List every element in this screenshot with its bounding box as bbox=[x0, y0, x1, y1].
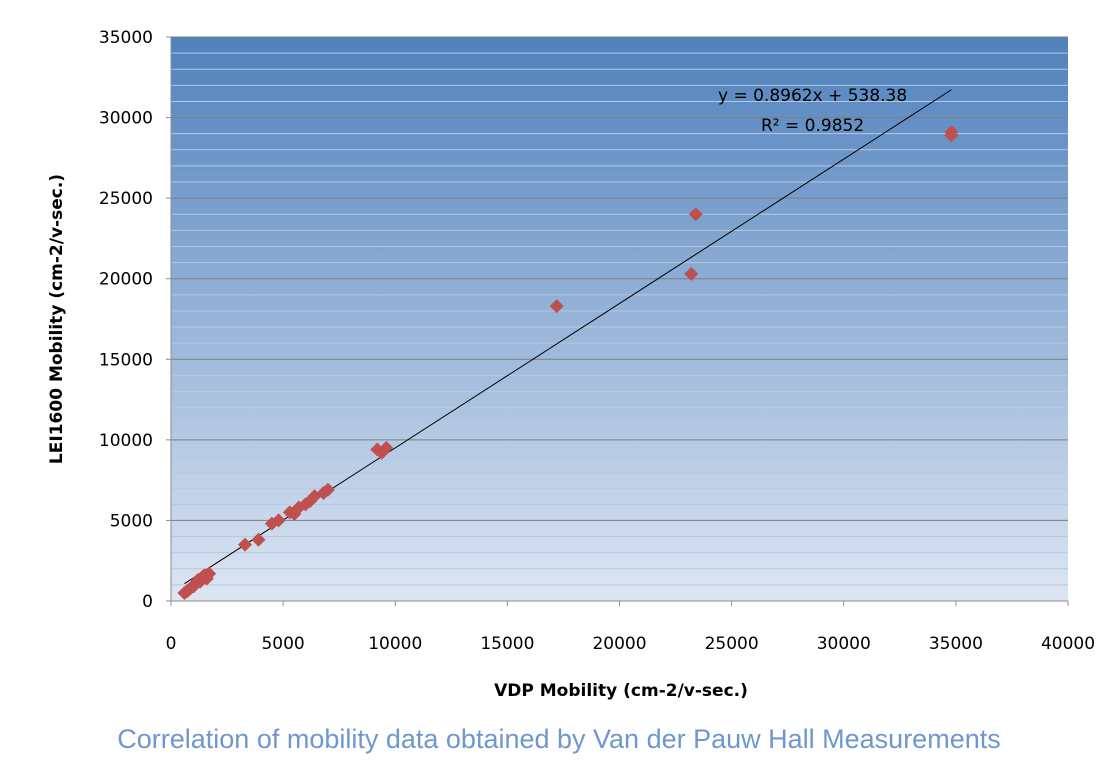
x-tick-label: 0 bbox=[166, 634, 177, 654]
x-axis-title: VDP Mobility (cm-2/v-sec.) bbox=[494, 681, 748, 701]
data-point bbox=[944, 128, 959, 143]
y-tick-label: 15000 bbox=[99, 350, 153, 370]
data-point bbox=[688, 207, 703, 222]
x-tick-label: 20000 bbox=[592, 634, 646, 654]
y-tick-label: 0 bbox=[142, 592, 153, 612]
data-point bbox=[271, 513, 286, 528]
y-tick-label: 10000 bbox=[99, 431, 153, 451]
data-point bbox=[202, 566, 217, 581]
y-tick-label: 35000 bbox=[99, 28, 153, 48]
data-point bbox=[251, 532, 266, 547]
data-point bbox=[379, 440, 394, 455]
trendline-equation: y = 0.8962x + 538.38 bbox=[718, 86, 907, 106]
x-tick-label: 15000 bbox=[480, 634, 534, 654]
y-tick-label: 25000 bbox=[99, 189, 153, 209]
y-tick-label: 30000 bbox=[99, 109, 153, 129]
scatter-chart: 0 5000 10000 15000 20000 25000 30000 35000 40000… bbox=[47, 28, 1095, 701]
plot-area bbox=[171, 37, 1068, 601]
figure-caption: Correlation of mobility data obtained by… bbox=[117, 724, 1001, 754]
trendline-r2: R² = 0.9852 bbox=[761, 116, 864, 136]
y-tick-label: 5000 bbox=[110, 511, 153, 531]
y-tick-label: 20000 bbox=[99, 270, 153, 290]
data-point bbox=[238, 537, 253, 552]
x-tick-label: 40000 bbox=[1041, 634, 1095, 654]
x-tick-label: 10000 bbox=[368, 634, 422, 654]
x-tick-label: 25000 bbox=[705, 634, 759, 654]
data-point bbox=[684, 266, 699, 281]
x-tick-label: 35000 bbox=[929, 634, 983, 654]
y-axis-title: LEI1600 Mobility (cm-2/v-sec.) bbox=[47, 174, 67, 464]
data-point bbox=[320, 482, 335, 497]
x-tick-label: 30000 bbox=[817, 634, 871, 654]
data-point bbox=[549, 299, 564, 314]
x-tick-label: 5000 bbox=[261, 634, 304, 654]
